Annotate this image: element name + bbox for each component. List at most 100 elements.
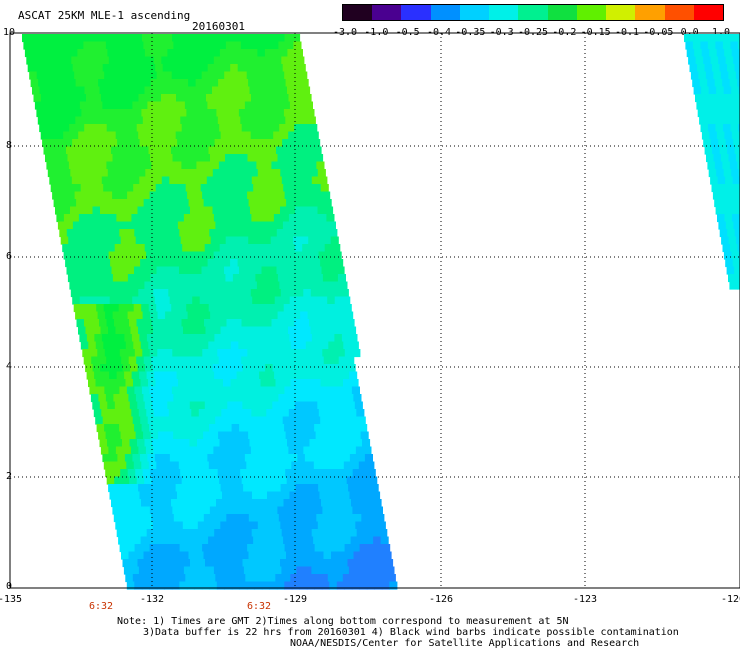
swath-cell <box>211 476 220 485</box>
swath-cell <box>239 71 248 80</box>
swath-cell <box>106 199 115 208</box>
swath-cell <box>253 304 262 313</box>
swath-cell <box>335 416 344 425</box>
swath-cell <box>273 446 282 455</box>
swath-cell <box>142 116 151 125</box>
swath-cell <box>250 289 259 298</box>
swath-cell <box>286 514 295 523</box>
swath-cell <box>94 176 103 185</box>
swath-cell <box>220 169 229 178</box>
swath-cell <box>292 544 301 553</box>
swath-cell <box>278 431 287 440</box>
swath-cell <box>227 169 236 178</box>
swath-cell <box>140 574 149 583</box>
swath-cell <box>234 319 243 328</box>
swath-cell <box>164 424 173 433</box>
swath-cell <box>156 304 165 313</box>
swath-cell <box>138 251 147 260</box>
swath-cell <box>84 244 93 253</box>
swath-cell <box>337 469 346 478</box>
swath-cell <box>320 536 329 545</box>
swath-cell <box>269 34 278 43</box>
swath-cell <box>312 139 321 148</box>
swath-cell <box>292 274 301 283</box>
swath-cell <box>110 341 119 350</box>
swath-cell <box>99 439 108 448</box>
swath-cell <box>112 274 121 283</box>
swath-cell <box>201 581 210 590</box>
swath-cell <box>65 259 74 268</box>
swath-cell <box>293 431 302 440</box>
swath-cell <box>106 319 115 328</box>
swath-cell <box>258 289 267 298</box>
swath-cell <box>233 79 242 88</box>
swath-cell <box>320 416 329 425</box>
swath-cell <box>252 101 261 110</box>
swath-cell <box>189 281 198 290</box>
swath-cell <box>193 146 202 155</box>
swath-cell <box>194 71 203 80</box>
swath-cell <box>341 409 350 418</box>
swath-cell <box>274 176 283 185</box>
swath-cell <box>92 244 101 253</box>
swath-cell <box>237 454 246 463</box>
swath-cell <box>380 574 389 583</box>
swath-cell <box>214 529 223 538</box>
swath-cell <box>249 476 258 485</box>
swath-cell <box>131 371 140 380</box>
swath-cell <box>47 169 56 178</box>
swath-cell <box>128 551 137 560</box>
swath-cell <box>688 56 697 65</box>
swath-cell <box>302 439 311 448</box>
swath-cell <box>121 161 130 170</box>
swath-cell <box>89 349 98 358</box>
swath-cell <box>361 551 370 560</box>
swath-cell <box>116 371 125 380</box>
swath-cell <box>210 274 219 283</box>
swath-cell <box>104 191 113 200</box>
swath-cell <box>81 146 90 155</box>
swath-cell <box>295 289 304 298</box>
swath-cell <box>114 124 123 133</box>
swath-cell <box>149 191 158 200</box>
swath-cell <box>152 244 161 253</box>
swath-cell <box>143 199 152 208</box>
swath-cell <box>37 116 46 125</box>
swath-cell <box>132 416 141 425</box>
colorbar-swatch <box>489 5 519 20</box>
swath-cell <box>297 221 306 230</box>
swath-cell <box>293 236 302 245</box>
swath-cell <box>141 304 150 313</box>
swath-cell <box>237 296 246 305</box>
swath-cell <box>113 161 122 170</box>
swath-cell <box>156 499 165 508</box>
swath-cell <box>255 394 264 403</box>
swath-cell <box>214 371 223 380</box>
swath-cell <box>83 79 92 88</box>
swath-cell <box>81 266 90 275</box>
swath-cell <box>152 169 161 178</box>
swath-cell <box>203 551 212 560</box>
swath-cell <box>164 581 173 590</box>
swath-cell <box>723 206 732 215</box>
swath-cell <box>326 409 335 418</box>
swath-cell <box>200 64 209 73</box>
swath-cell <box>66 71 75 80</box>
swath-cell <box>290 64 299 73</box>
swath-cell <box>56 176 65 185</box>
swath-cell <box>119 424 128 433</box>
swath-cell <box>214 101 223 110</box>
swath-cell <box>62 206 71 215</box>
swath-cell <box>256 514 265 523</box>
swath-cell <box>92 206 101 215</box>
swath-cell <box>123 446 132 455</box>
swath-cell <box>205 326 214 335</box>
swath-cell <box>311 334 320 343</box>
swath-cell <box>291 229 300 238</box>
swath-cell <box>329 386 338 395</box>
swath-cell <box>171 146 180 155</box>
swath-cell <box>199 176 208 185</box>
swath-cell <box>98 394 107 403</box>
swath-cell <box>737 244 740 253</box>
swath-cell <box>184 296 193 305</box>
